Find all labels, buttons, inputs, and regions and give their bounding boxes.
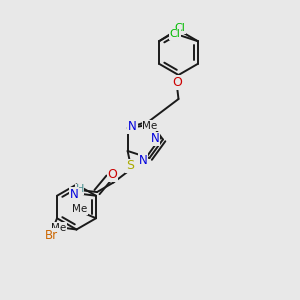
Text: O: O	[108, 168, 118, 181]
Text: Me: Me	[72, 204, 87, 214]
Text: Me: Me	[51, 223, 66, 233]
Text: N: N	[139, 154, 147, 167]
Text: N: N	[151, 132, 160, 146]
Text: N: N	[128, 120, 137, 133]
Text: Me: Me	[142, 121, 158, 130]
Text: O: O	[172, 76, 182, 89]
Text: Cl: Cl	[174, 23, 185, 33]
Text: N: N	[70, 188, 78, 201]
Text: H: H	[75, 184, 84, 194]
Text: S: S	[126, 160, 134, 172]
Text: Cl: Cl	[169, 29, 180, 39]
Text: Br: Br	[45, 229, 58, 242]
